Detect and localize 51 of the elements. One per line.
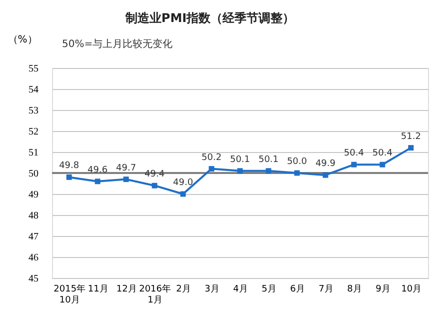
point — [380, 162, 386, 168]
point — [351, 162, 357, 168]
y-tick-label: 46 — [28, 252, 38, 264]
point — [294, 170, 300, 176]
point — [237, 168, 243, 174]
x-tick-label: 9月 — [376, 284, 390, 294]
point — [266, 168, 272, 174]
chart-title: 制造业PMI指数（经季节调整） — [124, 11, 295, 25]
x-tick-label: 2015年 10月 — [54, 284, 86, 306]
point — [123, 176, 129, 182]
x-tick-label: 8月 — [347, 284, 362, 294]
text: 49.7 — [116, 163, 136, 174]
x-tick-label: 10月 — [401, 284, 422, 294]
text: 50.4 — [372, 148, 392, 159]
x-tick-label: 2月 — [176, 284, 191, 294]
text: 50.4 — [344, 148, 364, 159]
x-tick-label: 12月 — [116, 284, 137, 294]
point — [152, 182, 158, 188]
y-tick-label: 47 — [28, 232, 38, 242]
y-tick-label: 53 — [28, 106, 38, 116]
y-tick-label: 49 — [28, 190, 38, 200]
y-tick-label: 48 — [28, 210, 38, 222]
point — [66, 174, 72, 180]
x-tick-label: 3月 — [204, 284, 220, 294]
y-tick-label: 54 — [28, 84, 38, 96]
text: 50.1 — [230, 154, 250, 165]
text: 49.8 — [59, 161, 80, 172]
point — [408, 145, 414, 151]
point — [180, 191, 186, 197]
y-tick-label: 55 — [28, 64, 38, 74]
x-tick-label: 6月 — [290, 284, 305, 294]
point — [94, 178, 100, 184]
text: 50%=与上月比较无变化 — [62, 38, 173, 50]
text: 50.2 — [201, 152, 222, 163]
text: 49.0 — [173, 178, 194, 188]
x-tick-label: 5月 — [262, 284, 276, 294]
point — [322, 172, 328, 178]
y-axis-title: （%） — [8, 34, 38, 46]
x-tick-label: 4月 — [233, 284, 248, 294]
x-tick-label: 2016年 1月 — [139, 284, 171, 306]
y-tick-label: 45 — [28, 274, 38, 284]
y-tick-label: 52 — [28, 126, 38, 138]
text: 49.9 — [315, 159, 336, 170]
text: 51.2 — [400, 132, 421, 142]
point — [208, 166, 214, 172]
x-tick-label: 11月 — [88, 284, 108, 294]
text: 50.0 — [286, 157, 307, 167]
x-tick-label: 7月 — [318, 284, 334, 294]
y-tick-label: 51 — [28, 148, 38, 158]
text: 50.1 — [258, 154, 279, 165]
y-tick-label: 50 — [28, 168, 38, 180]
